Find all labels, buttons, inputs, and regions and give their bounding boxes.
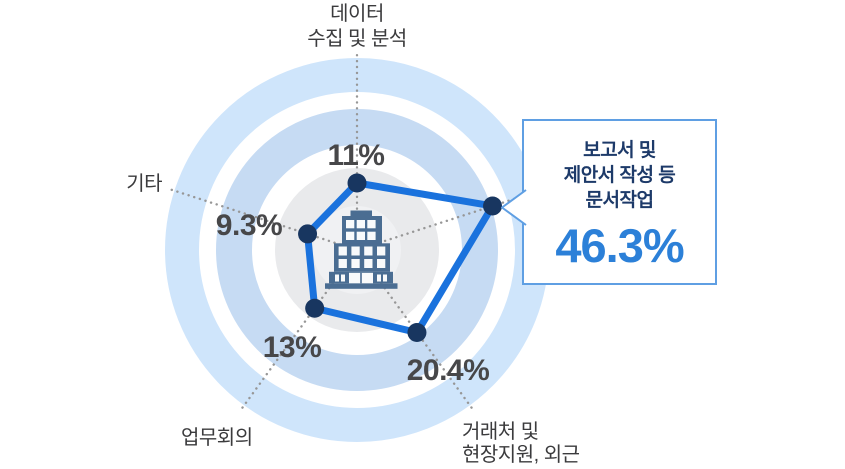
axis-label-field-support: 거래처 및 현장지원, 외근 (462, 421, 580, 466)
value-label-meetings: 13% (262, 331, 322, 364)
value-label-etc: 9.3% (215, 209, 283, 242)
value-label-field-support: 20.4% (406, 354, 490, 387)
callout-pointer-icon (501, 189, 527, 226)
axis-label-meetings: 업무회의 (181, 427, 253, 449)
axis-label-data-collection: 데이터 수집 및 분석 (307, 3, 407, 50)
callout-title: 보고서 및 제안서 작성 등 문서작업 (563, 140, 676, 211)
building-icon (325, 210, 398, 289)
callout-value: 46.3% (555, 219, 684, 272)
highlight-callout: 보고서 및 제안서 작성 등 문서작업 46.3% (501, 119, 717, 285)
value-label-data-collection: 11% (327, 139, 385, 172)
axis-label-etc: 기타 (126, 173, 162, 195)
